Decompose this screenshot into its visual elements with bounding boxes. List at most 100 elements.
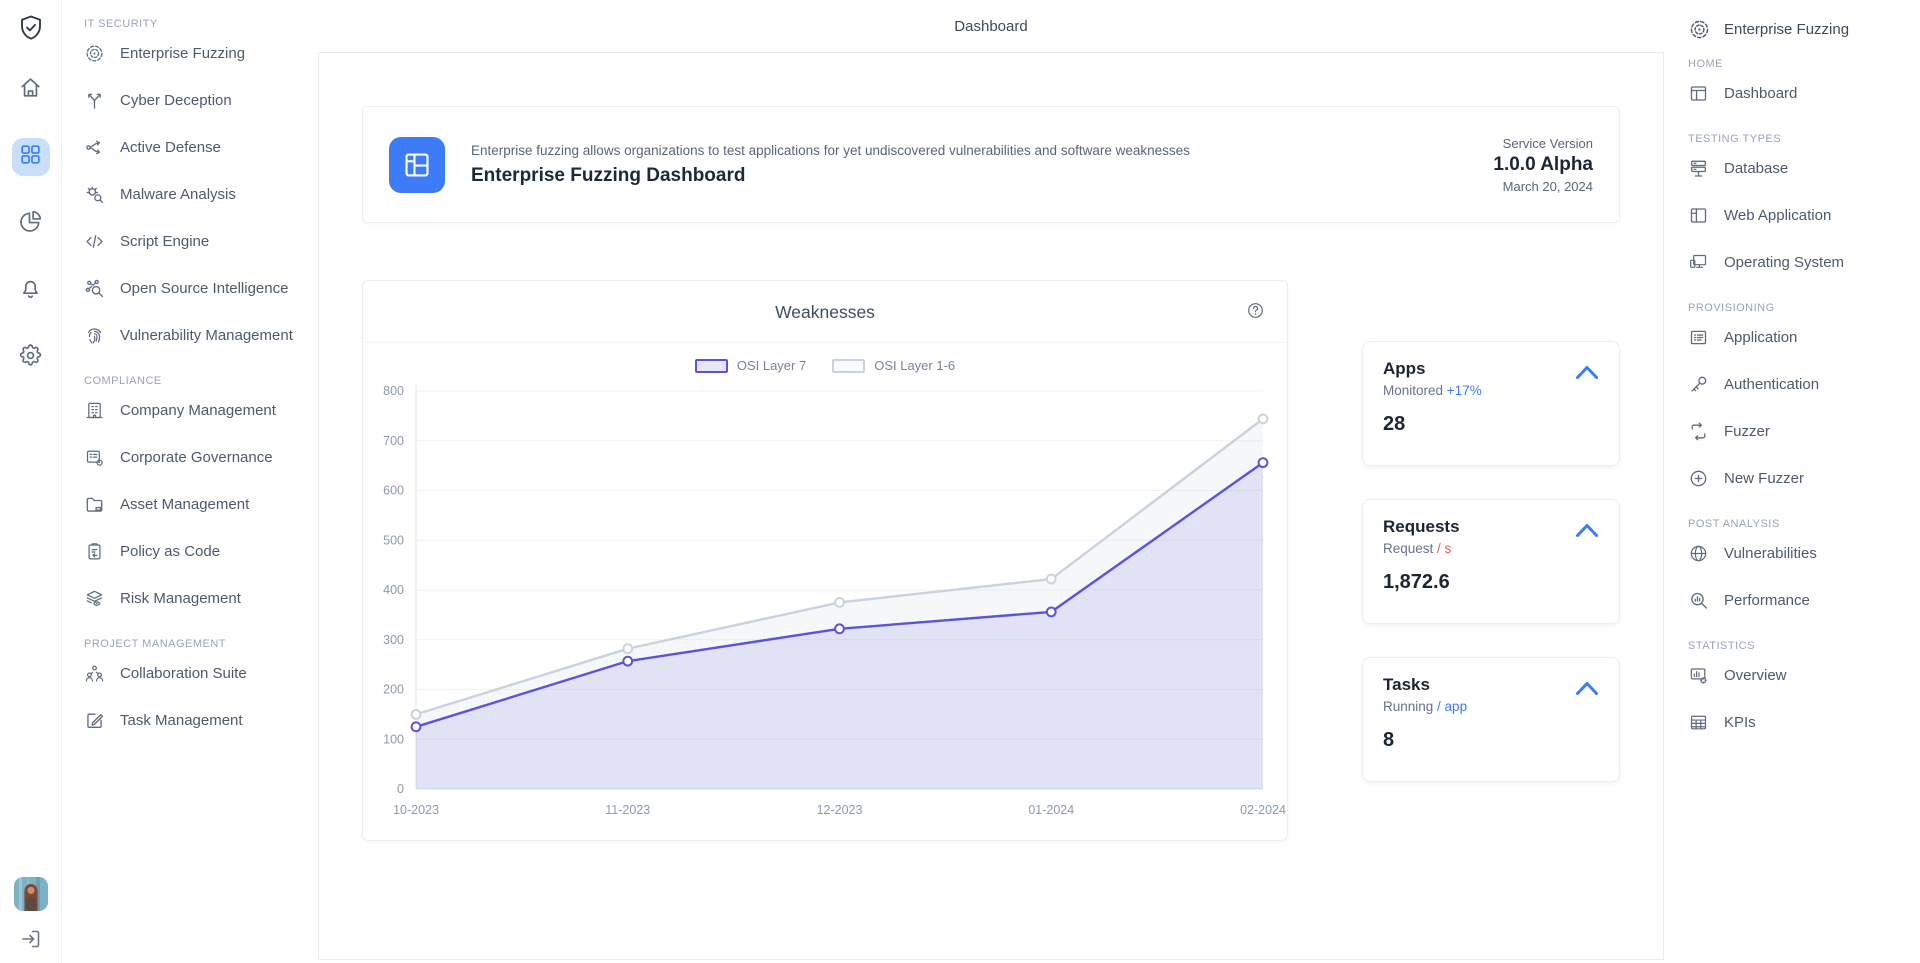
sidebar-item-asset-management[interactable]: Asset Management [84, 481, 310, 528]
svg-text:800: 800 [383, 384, 404, 398]
clipboard-icon [84, 541, 105, 562]
stat-cards-column: Apps Monitored +17% 28 Requests Request / s 1… [1362, 280, 1620, 815]
stat-card-requests: Requests Request / s 1,872.6 [1362, 499, 1620, 624]
nav-item-label: Risk Management [120, 590, 241, 607]
rightbar-item-dashboard[interactable]: Dashboard [1688, 70, 1912, 117]
rail-button-pie-chart-icon[interactable] [12, 205, 50, 243]
section-label: IT SECURITY [84, 18, 158, 30]
rightbar-item-vulnerabilities[interactable]: Vulnerabilities [1688, 530, 1912, 577]
sidebar-item-task-management[interactable]: Task Management [84, 697, 310, 744]
nav-item-label: Vulnerability Management [120, 327, 293, 344]
stat-subtitle: Running / app [1383, 699, 1468, 714]
shield-check-icon[interactable] [16, 13, 46, 43]
stat-title: Requests [1383, 517, 1460, 536]
list-gear-icon [84, 447, 105, 468]
svg-text:02-2024: 02-2024 [1240, 803, 1286, 817]
chart-search-icon [1688, 590, 1709, 611]
rightbar-item-web-application[interactable]: Web Application [1688, 192, 1912, 239]
nav-item-label: Company Management [120, 402, 276, 419]
target-icon [84, 43, 105, 64]
folder-icon [84, 494, 105, 515]
logout-icon[interactable] [19, 927, 43, 951]
section-label: PROVISIONING [1688, 302, 1775, 314]
nav-item-label: Task Management [120, 712, 243, 729]
chart-title: Weaknesses [775, 302, 875, 322]
rightbar-item-database[interactable]: Database [1688, 145, 1912, 192]
sidebar-item-company-management[interactable]: Company Management [84, 387, 310, 434]
dashboard-icon [1688, 83, 1709, 104]
right-sidebar-sections: HOME Dashboard TESTING TYPES Database Web Ap… [1688, 58, 1912, 746]
sidebar-item-policy-as-code[interactable]: Policy as Code [84, 528, 310, 575]
sidebar-item-open-source-intelligence[interactable]: Open Source Intelligence [84, 265, 310, 312]
monitor-icon [1688, 252, 1709, 273]
user-avatar[interactable] [13, 877, 48, 911]
topbar: Dashboard [318, 0, 1664, 52]
chevron-up-icon[interactable] [1575, 681, 1599, 696]
main-column: Dashboard Enterprise fuzzing allows orga… [318, 0, 1664, 963]
stat-subtitle-accent: +17% [1446, 383, 1482, 398]
stat-title: Tasks [1383, 675, 1430, 694]
version-block: Service Version 1.0.0 Alpha March 20, 20… [1493, 136, 1593, 194]
help-circle-icon[interactable] [1246, 301, 1265, 320]
header-title: Enterprise Fuzzing Dashboard [471, 164, 746, 186]
chevron-up-icon[interactable] [1575, 523, 1599, 538]
header-texts: Enterprise fuzzing allows organizations … [471, 143, 1467, 187]
rightbar-item-new-fuzzer[interactable]: New Fuzzer [1688, 455, 1912, 502]
header-description: Enterprise fuzzing allows organizations … [471, 142, 1190, 158]
legend-item-osi-layer-7[interactable]: OSI Layer 7 [694, 358, 806, 373]
sidebar-item-enterprise-fuzzing[interactable]: Enterprise Fuzzing [84, 30, 310, 77]
nav-item-label: Active Defense [120, 139, 221, 156]
rightbar-item-overview[interactable]: Overview [1688, 652, 1912, 699]
stat-subtitle: Monitored +17% [1383, 383, 1482, 398]
window-icon [1688, 205, 1709, 226]
stat-value: 28 [1383, 413, 1406, 435]
rightbar-item-performance[interactable]: Performance [1688, 577, 1912, 624]
rightbar-item-operating-system[interactable]: Operating System [1688, 239, 1912, 286]
content-row: Weaknesses OSI Layer 7 OSI Layer 1-6 0 100… [362, 280, 1620, 841]
sidebar-item-active-defense[interactable]: Active Defense [84, 124, 310, 171]
nav-item-label: Authentication [1724, 376, 1820, 393]
sidebar-item-cyber-deception[interactable]: Cyber Deception [84, 77, 310, 124]
main-panel: Enterprise fuzzing allows organizations … [318, 52, 1664, 960]
chart-legend: OSI Layer 7 OSI Layer 1-6 [363, 358, 1287, 373]
nav-item-label: Script Engine [120, 233, 210, 250]
service-version-date: March 20, 2024 [1502, 178, 1593, 194]
rightbar-item-kpis[interactable]: KPIs [1688, 699, 1912, 746]
legend-swatch [832, 358, 866, 373]
rightbar-section-statistics: STATISTICS Overview KPIs [1688, 640, 1912, 746]
home-icon [18, 75, 43, 105]
rail-button-gear-icon[interactable] [12, 339, 50, 377]
edit-square-icon [84, 710, 105, 731]
header-card: Enterprise fuzzing allows organizations … [362, 106, 1620, 223]
chevron-up-icon[interactable] [1575, 365, 1599, 380]
legend-item-osi-layer-1-6[interactable]: OSI Layer 1-6 [832, 358, 955, 373]
nav-item-label: KPIs [1724, 714, 1756, 731]
stat-title: Apps [1383, 359, 1426, 378]
rightbar-item-authentication[interactable]: Authentication [1688, 361, 1912, 408]
section-label: POST ANALYSIS [1688, 518, 1780, 530]
service-version-label: Service Version [1502, 135, 1593, 151]
pie-chart-icon [18, 209, 43, 239]
sidebar-item-script-engine[interactable]: Script Engine [84, 218, 310, 265]
nav-item-label: Fuzzer [1724, 423, 1770, 440]
rightbar-item-fuzzer[interactable]: Fuzzer [1688, 408, 1912, 455]
section-label: TESTING TYPES [1688, 133, 1782, 145]
rail-button-bell-icon[interactable] [12, 272, 50, 310]
sidebar-item-vulnerability-management[interactable]: Vulnerability Management [84, 312, 310, 359]
rightbar-item-application[interactable]: Application [1688, 314, 1912, 361]
sidebar-item-corporate-governance[interactable]: Corporate Governance [84, 434, 310, 481]
gear-icon [18, 343, 43, 373]
nav-item-label: Performance [1724, 592, 1810, 609]
sidebar-item-collaboration-suite[interactable]: Collaboration Suite [84, 650, 310, 697]
legend-label: OSI Layer 1-6 [874, 358, 956, 373]
sidebar-item-risk-management[interactable]: Risk Management [84, 575, 310, 622]
brand-label: Enterprise Fuzzing [1724, 21, 1850, 38]
code-icon [84, 231, 105, 252]
section-label: COMPLIANCE [84, 375, 162, 387]
rail-button-grid-icon[interactable] [11, 138, 50, 176]
osint-search-icon [84, 278, 105, 299]
svg-text:700: 700 [383, 434, 404, 448]
rail-button-home-icon[interactable] [12, 71, 50, 109]
legend-swatch [694, 358, 728, 373]
sidebar-item-malware-analysis[interactable]: Malware Analysis [84, 171, 310, 218]
